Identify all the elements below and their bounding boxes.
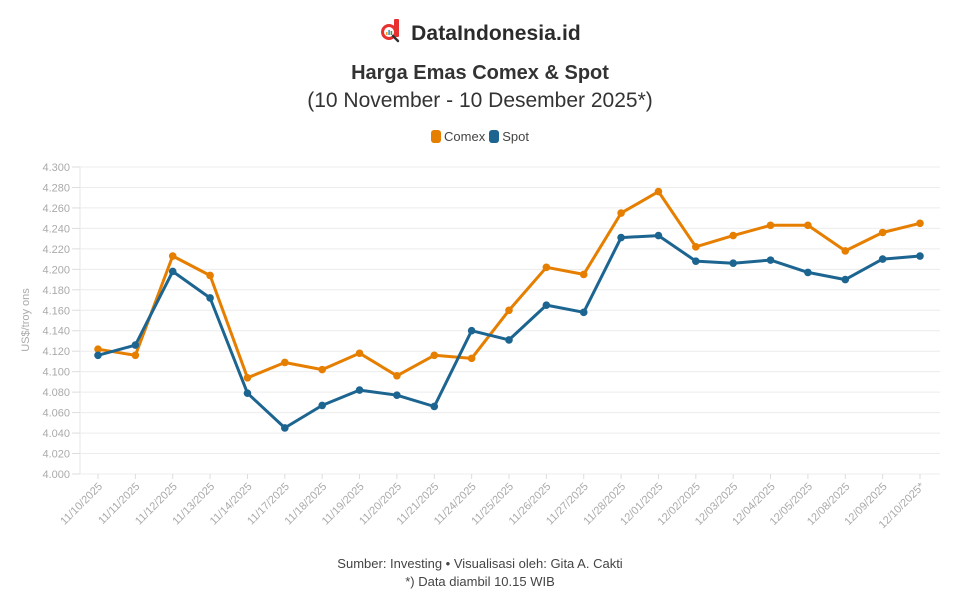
y-axis-label: US$/troy ons <box>20 288 32 352</box>
y-tick-label: 4.160 <box>42 305 70 317</box>
data-point[interactable] <box>729 231 737 240</box>
data-point[interactable] <box>878 228 887 237</box>
data-point[interactable] <box>729 259 737 267</box>
data-point[interactable] <box>430 351 439 360</box>
legend-item-spot[interactable]: Spot <box>489 129 529 144</box>
data-point[interactable] <box>393 391 401 400</box>
data-point[interactable] <box>542 263 551 272</box>
data-series <box>94 187 924 432</box>
data-point[interactable] <box>542 301 551 309</box>
y-tick-label: 4.020 <box>42 449 70 461</box>
data-point[interactable] <box>579 308 588 317</box>
series-comex <box>94 187 924 382</box>
data-point[interactable] <box>654 187 663 196</box>
data-point[interactable] <box>243 374 252 382</box>
line-comex <box>96 190 922 380</box>
y-tick-label: 4.040 <box>42 428 70 440</box>
data-point[interactable] <box>878 255 887 263</box>
x-axis: 11/10/202511/11/202511/12/202511/13/2025… <box>58 474 928 531</box>
data-point[interactable] <box>617 233 625 242</box>
y-tick-label: 4.140 <box>42 326 70 338</box>
y-tick-label: 4.240 <box>42 223 70 235</box>
brand-name: DataIndonesia.id <box>411 21 581 45</box>
brand-header: DataIndonesia.id <box>0 18 960 49</box>
data-point[interactable] <box>318 365 326 374</box>
data-point[interactable] <box>355 386 364 394</box>
series-spot <box>94 231 924 432</box>
data-point[interactable] <box>916 219 924 228</box>
data-point[interactable] <box>766 256 775 264</box>
source-credit: Sumber: Investing • Visualisasi oleh: Gi… <box>337 556 623 571</box>
data-point[interactable] <box>94 351 102 360</box>
data-point[interactable] <box>654 231 663 240</box>
legend-label-comex: Comex <box>444 129 486 144</box>
chart-footer: Sumber: Investing • Visualisasi oleh: Gi… <box>0 555 960 591</box>
data-point[interactable] <box>841 275 850 284</box>
data-point[interactable] <box>94 345 102 353</box>
y-tick-label: 4.180 <box>42 285 70 297</box>
data-point[interactable] <box>206 294 214 302</box>
magnifier-d-logo-icon <box>379 18 403 49</box>
line-spot <box>96 234 922 430</box>
data-point[interactable] <box>841 247 850 255</box>
y-tick-label: 4.060 <box>42 408 70 420</box>
data-point[interactable] <box>131 341 140 349</box>
data-point[interactable] <box>243 389 252 397</box>
legend-swatch-spot <box>489 130 500 143</box>
data-point[interactable] <box>579 270 588 279</box>
data-point[interactable] <box>131 351 140 360</box>
y-axis: 4.000 4.020 4.040 4.060 4.080 4.100 4.120 4.140… <box>42 162 80 481</box>
data-point[interactable] <box>766 221 775 230</box>
data-point[interactable] <box>168 267 177 276</box>
y-tick-label: 4.220 <box>42 244 70 256</box>
y-tick-label: 4.100 <box>42 367 70 379</box>
y-tick-label: 4.260 <box>42 203 70 215</box>
data-point[interactable] <box>916 252 924 260</box>
data-point[interactable] <box>804 221 812 230</box>
data-point[interactable] <box>168 252 177 260</box>
y-tick-label: 4.120 <box>42 346 70 358</box>
data-point[interactable] <box>467 326 476 335</box>
data-point[interactable] <box>206 271 214 280</box>
y-tick-label: 4.280 <box>42 182 70 194</box>
data-point[interactable] <box>467 354 476 363</box>
y-tick-label: 4.080 <box>42 387 70 399</box>
legend-swatch-comex <box>431 130 442 143</box>
chart-legend: Comex Spot <box>0 129 960 144</box>
data-note: *) Data diambil 10.15 WIB <box>405 574 555 589</box>
data-point[interactable] <box>505 336 513 344</box>
data-point[interactable] <box>281 424 289 432</box>
y-tick-label: 4.300 <box>42 162 70 174</box>
data-point[interactable] <box>505 306 513 315</box>
data-point[interactable] <box>804 268 812 277</box>
data-point[interactable] <box>430 402 439 411</box>
data-point[interactable] <box>281 358 289 367</box>
data-point[interactable] <box>318 401 326 410</box>
chart-subtitle: (10 November - 10 Desember 2025*) <box>307 89 653 112</box>
data-point[interactable] <box>393 371 401 380</box>
y-tick-label: 4.000 <box>42 469 70 481</box>
data-point[interactable] <box>355 349 364 358</box>
legend-item-comex[interactable]: Comex <box>431 129 485 144</box>
gridlines <box>79 166 940 475</box>
y-tick-label: 4.200 <box>42 264 70 276</box>
chart-title: Harga Emas Comex & Spot <box>351 62 609 84</box>
data-point[interactable] <box>692 257 700 265</box>
legend-label-spot: Spot <box>502 129 529 144</box>
data-point[interactable] <box>692 243 700 251</box>
data-point[interactable] <box>617 209 625 217</box>
